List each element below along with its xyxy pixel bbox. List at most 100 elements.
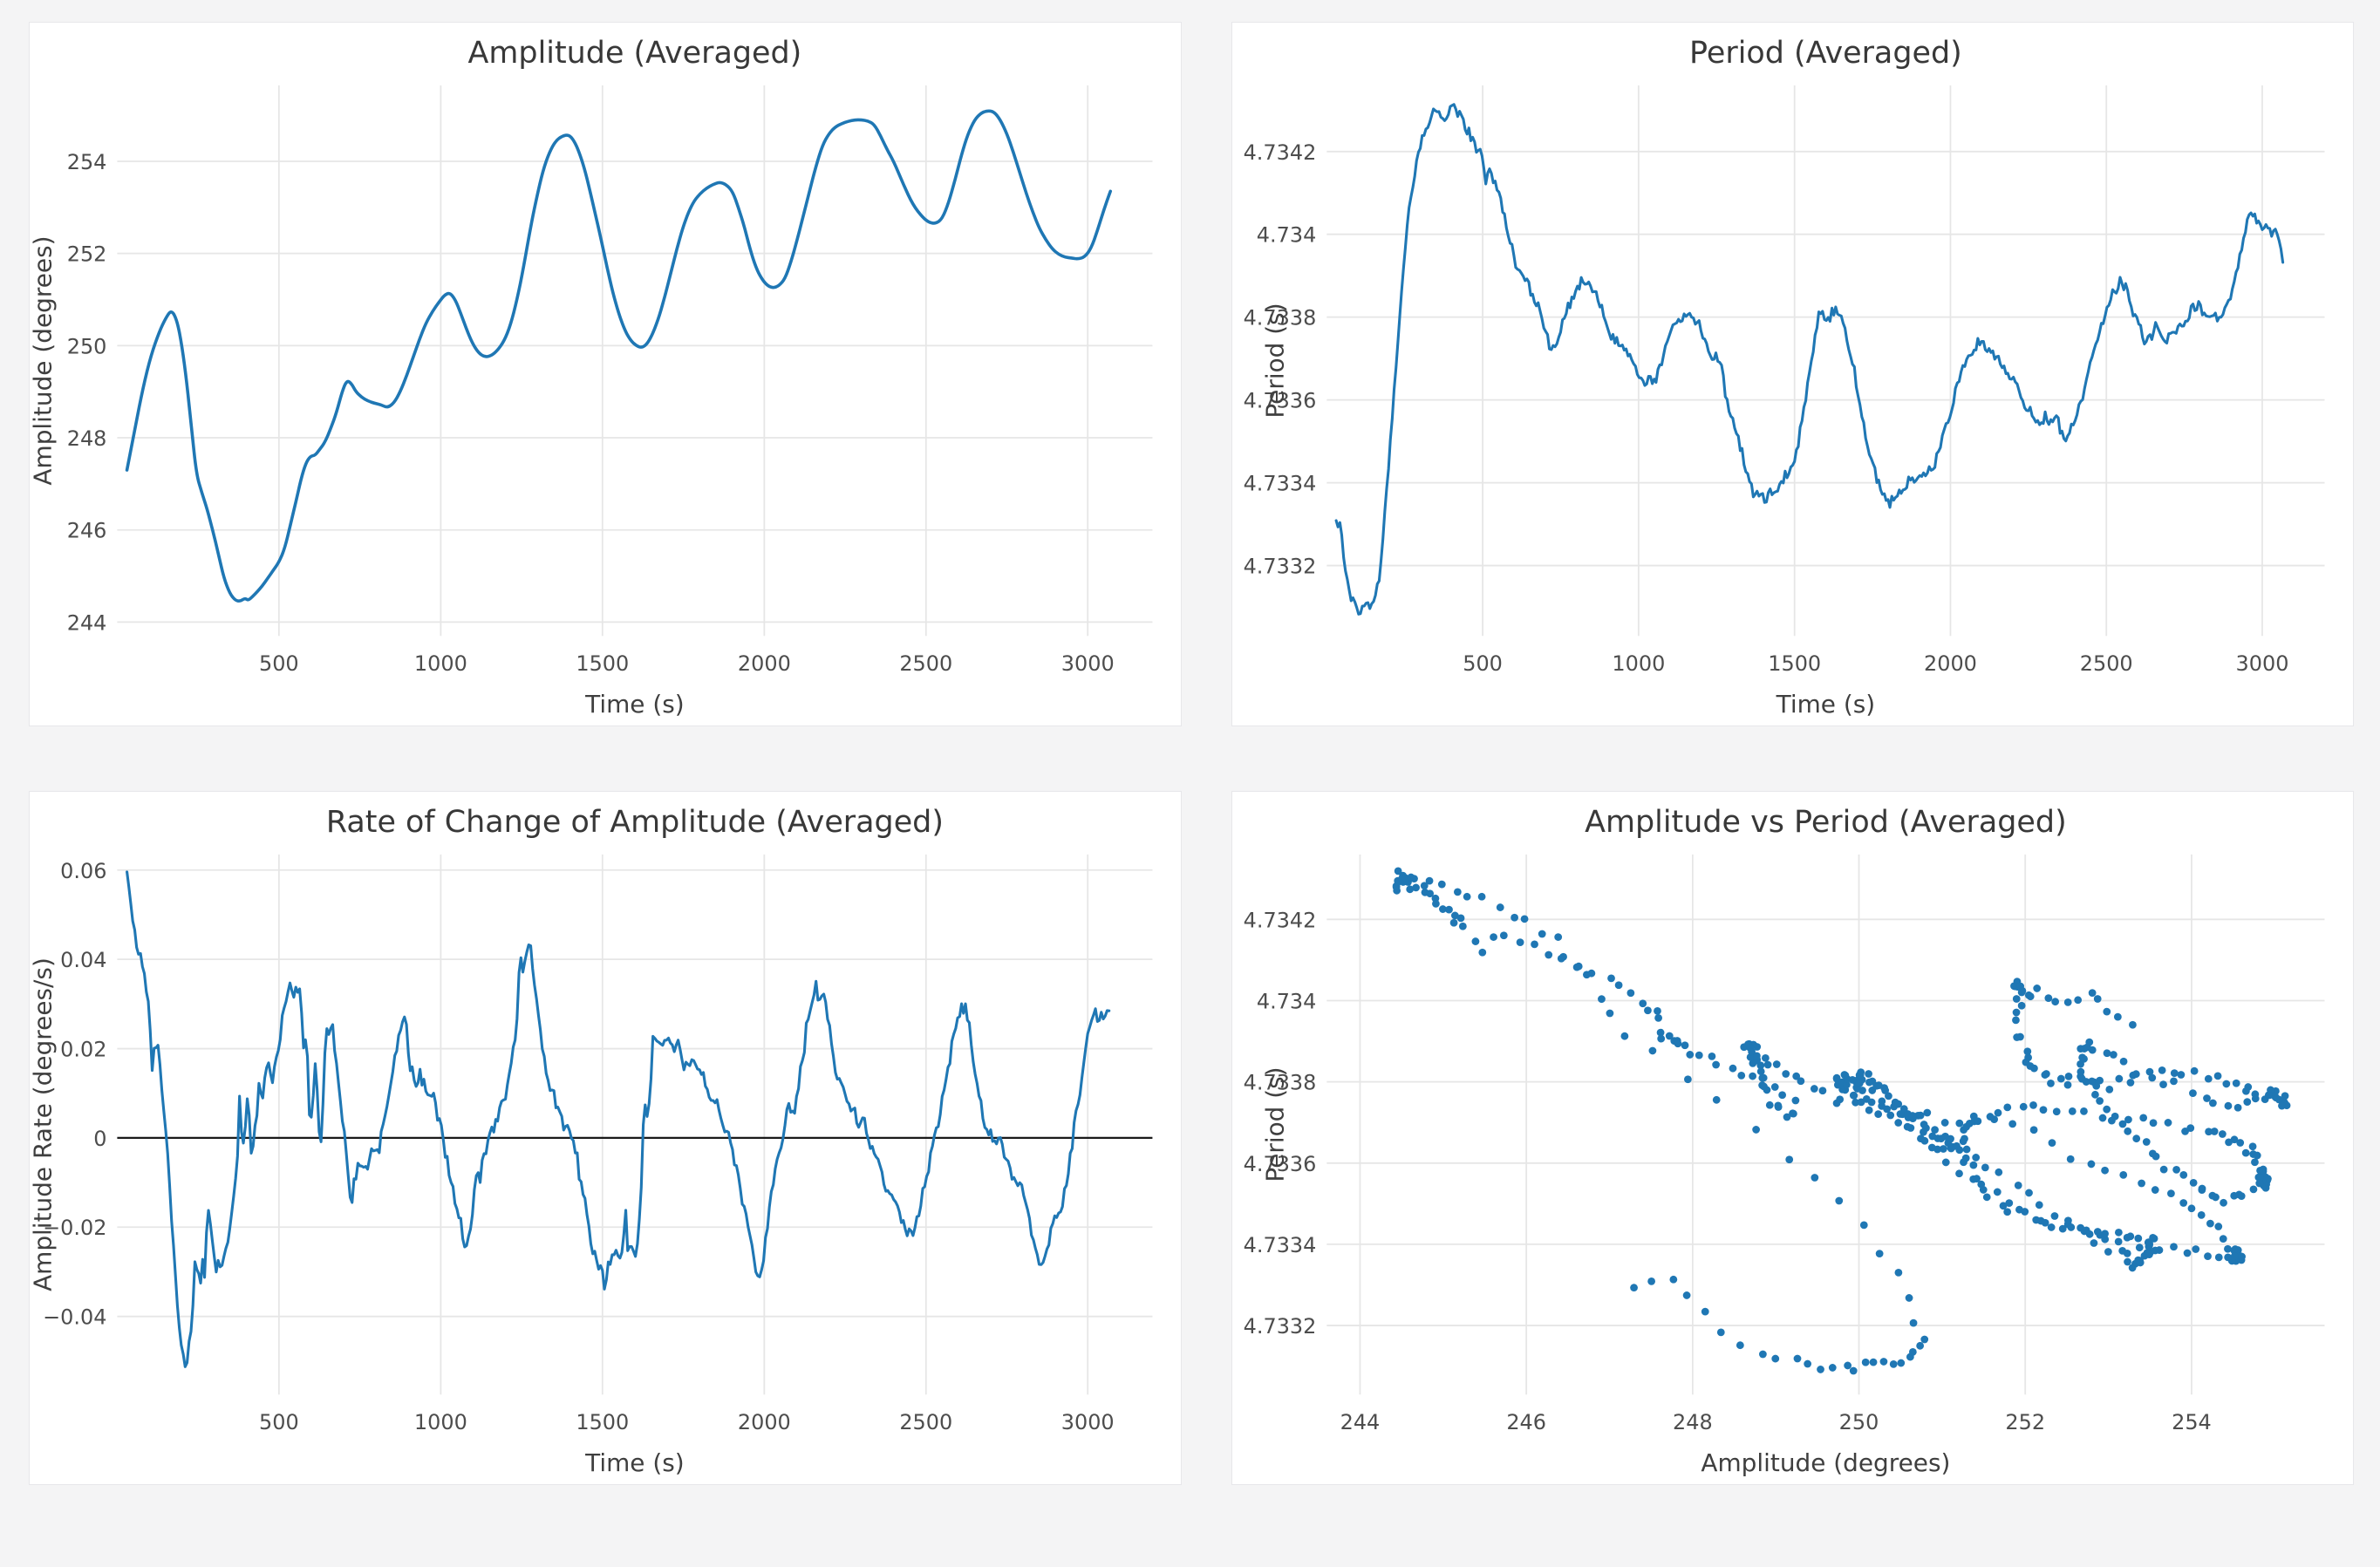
data-point bbox=[2243, 1098, 2252, 1106]
data-point bbox=[1917, 1134, 1925, 1143]
data-point bbox=[1818, 1087, 1827, 1095]
x-tick-label: 1500 bbox=[576, 651, 629, 676]
data-point bbox=[2064, 1216, 2072, 1225]
data-point bbox=[1647, 1277, 1655, 1285]
data-point bbox=[2050, 1212, 2059, 1220]
data-point bbox=[2013, 1033, 2022, 1041]
data-point bbox=[2111, 1112, 2119, 1121]
data-point bbox=[1630, 1284, 1638, 1292]
data-point bbox=[1626, 989, 1635, 998]
data-point bbox=[1695, 1051, 1703, 1059]
data-point bbox=[1880, 1084, 1889, 1093]
x-tick-label: 1500 bbox=[576, 1410, 629, 1434]
data-point bbox=[1791, 1096, 1800, 1105]
data-point bbox=[2167, 1189, 2175, 1198]
y-tick-label: −0.04 bbox=[43, 1305, 106, 1330]
data-point bbox=[1905, 1294, 1913, 1302]
data-point bbox=[1520, 915, 1529, 923]
data-point bbox=[1850, 1092, 1858, 1100]
x-tick-label: 3000 bbox=[1061, 1410, 1115, 1434]
x-tick-label: 1000 bbox=[1612, 651, 1665, 676]
data-line bbox=[1334, 103, 2285, 616]
data-point bbox=[1450, 911, 1459, 920]
data-point bbox=[1778, 1091, 1787, 1100]
data-point bbox=[1974, 1117, 1982, 1126]
data-point bbox=[1708, 1052, 1716, 1060]
data-point bbox=[2101, 1166, 2109, 1175]
data-point bbox=[2052, 1107, 2061, 1116]
data-point bbox=[1783, 1113, 1791, 1121]
data-point bbox=[1793, 1354, 1802, 1363]
x-tick-label: 254 bbox=[2172, 1410, 2212, 1434]
data-point bbox=[2039, 1106, 2048, 1114]
data-point bbox=[1851, 1098, 1860, 1107]
data-point bbox=[2256, 1174, 2264, 1182]
data-point bbox=[2170, 1069, 2179, 1077]
data-point bbox=[1648, 1046, 1657, 1055]
data-point bbox=[2113, 1012, 2122, 1021]
data-point bbox=[2249, 1185, 2258, 1194]
y-tick-label: 4.7336 bbox=[1244, 1152, 1317, 1176]
data-point bbox=[2205, 1128, 2213, 1136]
data-point bbox=[2029, 1101, 2037, 1109]
x-tick-label: 250 bbox=[1839, 1410, 1879, 1434]
x-tick-label: 2000 bbox=[738, 1410, 791, 1434]
data-point bbox=[1865, 1078, 1873, 1087]
data-point bbox=[2021, 1208, 2029, 1216]
y-tick-label: 4.734 bbox=[1257, 223, 1317, 248]
data-point bbox=[2135, 1243, 2144, 1252]
data-point bbox=[1756, 1061, 1765, 1070]
data-point bbox=[1437, 880, 1446, 889]
data-point bbox=[2190, 1066, 2199, 1075]
data-point bbox=[1763, 1060, 1772, 1069]
y-axis-label: Amplitude Rate (degrees/s) bbox=[30, 957, 58, 1291]
data-point bbox=[1836, 1095, 1845, 1104]
data-point bbox=[1771, 1354, 1780, 1363]
data-point bbox=[1736, 1341, 1744, 1350]
data-point bbox=[2123, 1233, 2131, 1242]
data-point bbox=[2224, 1101, 2233, 1110]
data-point bbox=[1753, 1052, 1761, 1060]
data-point bbox=[1931, 1126, 1939, 1134]
data-point bbox=[2142, 1138, 2151, 1146]
y-tick-label: 244 bbox=[67, 610, 107, 635]
amplitude-chart-card: 500 1000 1500 2000 2500 3000 244 246 248 250 252 25… bbox=[29, 22, 1182, 726]
data-point bbox=[2080, 1107, 2088, 1115]
data-point bbox=[2238, 1252, 2246, 1261]
data-point bbox=[1885, 1092, 1892, 1100]
data-point bbox=[2085, 1038, 2094, 1046]
data-point bbox=[2012, 995, 2021, 1003]
data-point bbox=[2058, 1224, 2067, 1233]
data-point bbox=[2281, 1092, 2289, 1100]
data-point bbox=[1939, 1145, 1947, 1153]
data-point bbox=[1941, 1132, 1949, 1141]
x-tick-label: 3000 bbox=[1061, 651, 1115, 676]
data-point bbox=[1920, 1335, 1929, 1344]
data-point bbox=[2041, 1071, 2049, 1079]
data-point bbox=[1811, 1174, 1819, 1182]
data-point bbox=[1674, 1039, 1682, 1048]
x-tick-label: 2500 bbox=[899, 651, 952, 676]
data-point bbox=[1832, 1073, 1841, 1082]
data-point bbox=[2025, 1189, 2033, 1197]
data-point bbox=[2041, 1218, 2049, 1227]
data-point bbox=[2017, 1001, 2026, 1010]
data-point bbox=[2124, 1115, 2132, 1124]
y-tick-label: 254 bbox=[67, 150, 107, 174]
data-line bbox=[125, 109, 1113, 603]
data-point bbox=[1420, 882, 1429, 890]
data-point bbox=[2230, 1135, 2239, 1144]
data-point bbox=[2186, 1124, 2195, 1133]
period-chart: 500 1000 1500 2000 2500 3000 4.7332 4.7334 4.733… bbox=[1244, 36, 2325, 719]
data-point bbox=[2101, 1235, 2110, 1243]
y-tick-label: 0.06 bbox=[60, 859, 106, 883]
data-point bbox=[2236, 1139, 2245, 1147]
data-point bbox=[1682, 1291, 1691, 1299]
data-point bbox=[2019, 1102, 2028, 1111]
data-point bbox=[1962, 1145, 1971, 1154]
y-tick-label: 4.734 bbox=[1257, 989, 1316, 1013]
data-point bbox=[2103, 1049, 2111, 1058]
data-point bbox=[1557, 954, 1565, 963]
x-axis-label: Amplitude (degrees) bbox=[1701, 1448, 1950, 1477]
data-point bbox=[2093, 995, 2102, 1003]
